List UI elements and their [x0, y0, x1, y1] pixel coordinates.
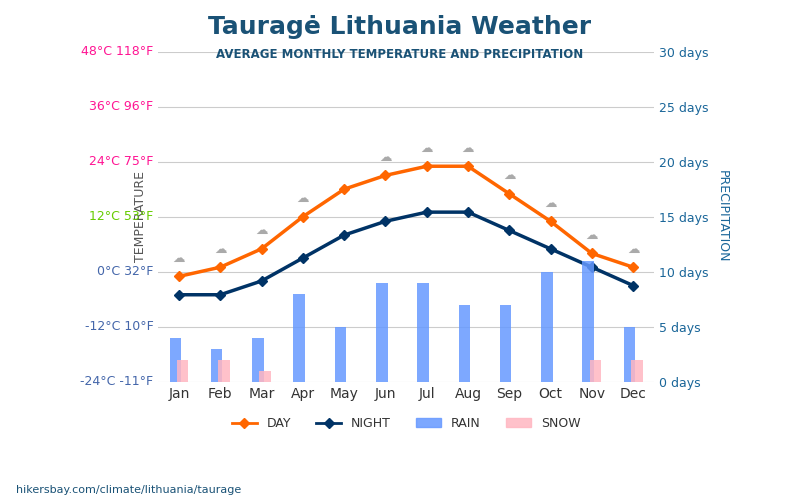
- Text: ☁: ☁: [544, 197, 557, 210]
- Bar: [259, 371, 271, 382]
- Text: ☁: ☁: [462, 142, 474, 155]
- Bar: [177, 360, 188, 382]
- Bar: [170, 338, 181, 382]
- Text: ☁: ☁: [214, 242, 226, 256]
- Bar: [590, 360, 602, 382]
- Text: ☁: ☁: [627, 242, 639, 256]
- Bar: [211, 349, 222, 382]
- Text: ☁: ☁: [379, 151, 392, 164]
- Y-axis label: TEMPERATURE: TEMPERATURE: [134, 171, 146, 262]
- Bar: [252, 338, 264, 382]
- Text: ☁: ☁: [503, 170, 515, 182]
- Text: 0°C 32°F: 0°C 32°F: [97, 266, 154, 278]
- Bar: [624, 327, 635, 382]
- Bar: [582, 261, 594, 382]
- Bar: [218, 360, 230, 382]
- Bar: [541, 272, 553, 382]
- Bar: [500, 305, 511, 382]
- Text: Tauragė Lithuania Weather: Tauragė Lithuania Weather: [209, 15, 591, 39]
- Y-axis label: PRECIPITATION: PRECIPITATION: [716, 170, 729, 263]
- Text: 24°C 75°F: 24°C 75°F: [89, 155, 154, 168]
- Text: ☁: ☁: [173, 252, 186, 265]
- Text: 36°C 96°F: 36°C 96°F: [90, 100, 154, 113]
- Text: ☁: ☁: [421, 142, 433, 155]
- Text: -12°C 10°F: -12°C 10°F: [85, 320, 154, 334]
- Text: 12°C 53°F: 12°C 53°F: [89, 210, 154, 223]
- Text: AVERAGE MONTHLY TEMPERATURE AND PRECIPITATION: AVERAGE MONTHLY TEMPERATURE AND PRECIPIT…: [216, 48, 584, 60]
- Text: ☁: ☁: [255, 224, 268, 237]
- Text: ☁: ☁: [297, 192, 309, 205]
- Text: hikersbay.com/climate/lithuania/taurage: hikersbay.com/climate/lithuania/taurage: [16, 485, 242, 495]
- Text: ☁: ☁: [586, 229, 598, 242]
- Bar: [418, 283, 429, 382]
- Bar: [376, 283, 387, 382]
- Text: -24°C -11°F: -24°C -11°F: [80, 376, 154, 388]
- Bar: [458, 305, 470, 382]
- Legend: DAY, NIGHT, RAIN, SNOW: DAY, NIGHT, RAIN, SNOW: [226, 412, 586, 435]
- Bar: [334, 327, 346, 382]
- Text: 48°C 118°F: 48°C 118°F: [81, 45, 154, 58]
- Bar: [294, 294, 305, 382]
- Bar: [631, 360, 642, 382]
